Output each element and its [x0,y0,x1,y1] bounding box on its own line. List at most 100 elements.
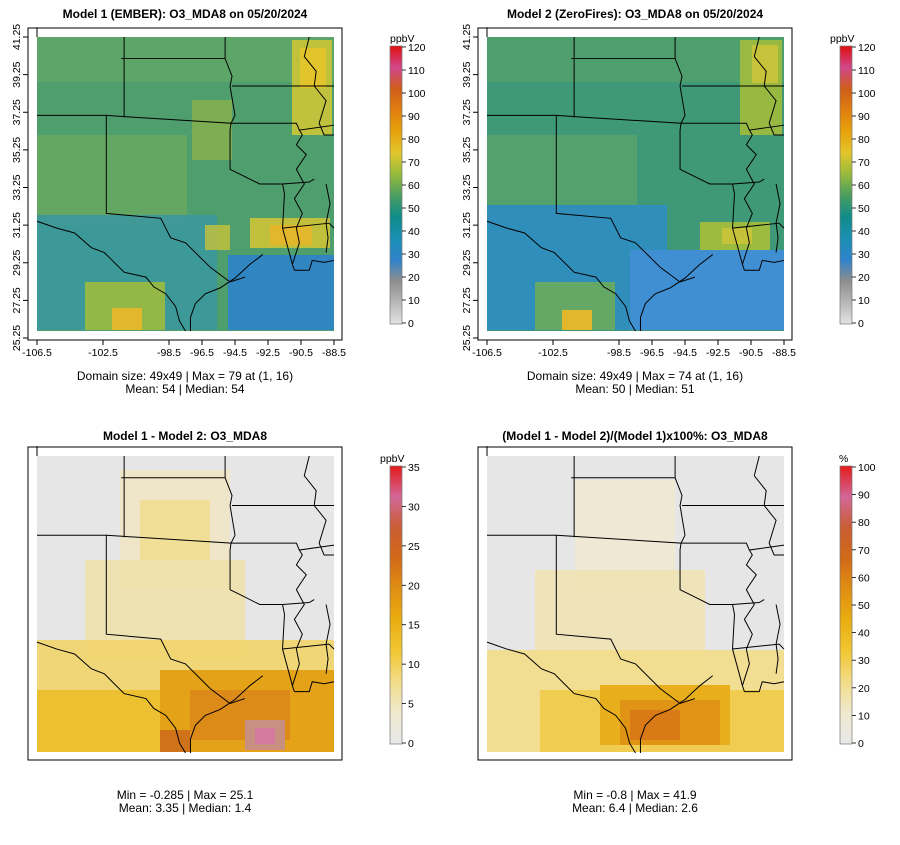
colorbar-tick-label: 0 [858,318,864,330]
x-tick-label: -96.5 [190,347,214,359]
x-tick-label: -94.5 [223,347,247,359]
colorbar-tick-label: 90 [408,111,420,123]
colorbar-tick-label: 40 [858,226,870,238]
x-tick-label: -102.5 [538,347,568,359]
map-area [486,445,785,754]
x-tick-label: -98.5 [157,347,181,359]
x-tick-label: -92.5 [256,347,280,359]
x-tick-label: -106.5 [472,347,502,359]
colorbar-tick-label: 20 [858,683,870,695]
x-axis: -106.5 -102.5 -98.5 -96.5 -94.5 -92.5 -90.5 -88… [472,339,796,359]
panel-difference: Model 1 - Model 2: O3_MDA8 ppbV 35 30 25 20… [27,429,420,815]
colorbar-tick-label: 20 [408,272,420,284]
colorbar-tick-label: 25 [408,541,420,553]
stats-line-1: Domain size: 49x49 | Max = 79 at (1, 16) [77,369,293,383]
stats-line-2: Mean: 6.4 | Median: 2.6 [572,801,698,815]
colorbar-tick-label: 0 [408,318,414,330]
colorbar-tick-label: 60 [858,180,870,192]
y-tick-label: 33.25 [461,174,473,200]
plot-frame [477,446,793,761]
y-tick-label: 35.25 [461,137,473,163]
colorbar-tick-label: 110 [408,65,425,77]
x-tick-label: -102.5 [88,347,118,359]
colorbar-tick-label: 80 [858,517,870,529]
panel-percent-difference: (Model 1 - Model 2)/(Model 1)x100%: O3_M… [477,429,876,815]
y-tick-label: 31.25 [11,212,23,238]
colorbar-tick-label: 20 [858,272,870,284]
y-tick-label: 37.25 [461,99,473,125]
colorbar-tick-label: 10 [858,295,870,307]
colorbar-unit: ppbV [390,33,415,45]
y-tick-label: 39.25 [461,61,473,87]
colorbar-tick-label: 15 [408,620,420,632]
colorbar-tick-label: 50 [858,600,870,612]
x-tick-label: -94.5 [673,347,697,359]
stats-line-1: Min = -0.8 | Max = 41.9 [573,788,697,802]
colorbar-tick-label: 10 [408,659,420,671]
colorbar-tick-label: 50 [408,203,420,215]
panel-model1-conc: Model 1 (EMBER): O3_MDA8 on 05/20/2024 -… [11,7,426,396]
x-tick-label: -88.5 [772,347,796,359]
map-area [486,26,785,332]
map-area [36,445,335,754]
x-tick-label: -96.5 [640,347,664,359]
colorbar-tick-label: 30 [858,249,870,261]
y-tick-label: 29.25 [11,249,23,275]
stats-line-1: Min = -0.285 | Max = 25.1 [117,788,254,802]
colorbar-tick-label: 5 [408,699,414,711]
colorbar-tick-label: 70 [408,157,420,169]
colorbar-tick-label: 10 [858,710,870,722]
y-tick-label: 27.25 [11,287,23,313]
colorbar-tick-label: 60 [408,180,420,192]
colorbar-tick-label: 70 [858,545,870,557]
y-tick-label: 31.25 [461,212,473,238]
y-tick-label: 41.25 [461,24,473,50]
y-tick-label: 25.25 [461,325,473,351]
colorbar-tick-label: 40 [408,226,420,238]
colorbar-unit: % [839,453,848,465]
colorbar-tick-label: 30 [408,249,420,261]
x-tick-label: -92.5 [706,347,730,359]
colorbar-tick-label: 50 [858,203,870,215]
x-tick-label: -90.5 [739,347,763,359]
colorbar-tick-label: 90 [858,490,870,502]
stats-line-2: Mean: 50 | Median: 51 [575,382,695,396]
y-tick-label: 25.25 [11,325,23,351]
x-tick-label: -106.5 [22,347,52,359]
stats-line-2: Mean: 3.35 | Median: 1.4 [119,801,252,815]
colorbar-tick-label: 70 [858,157,870,169]
y-tick-label: 29.25 [461,249,473,275]
colorbar-tick-label: 100 [858,88,876,100]
colorbar-tick-label: 60 [858,572,870,584]
colorbar-tick-label: 30 [408,501,420,513]
y-tick-label: 35.25 [11,137,23,163]
panel-title: Model 1 (EMBER): O3_MDA8 on 05/20/2024 [63,7,308,21]
x-tick-label: -88.5 [322,347,346,359]
colorbar-tick-label: 110 [858,65,875,77]
colorbar-tick-label: 40 [858,628,870,640]
colorbar-tick-label: 100 [408,88,426,100]
colorbar: ppbV 35 30 25 20 15 10 5 0 [380,453,420,750]
y-tick-label: 33.25 [11,174,23,200]
panel-model2-conc: Model 2 (ZeroFires): O3_MDA8 on 05/20/20… [461,7,876,396]
panel-title: (Model 1 - Model 2)/(Model 1)x100%: O3_M… [502,429,768,443]
y-tick-label: 37.25 [11,99,23,125]
colorbar-tick-label: 0 [858,738,864,750]
stats-line-2: Mean: 54 | Median: 54 [125,382,245,396]
y-tick-label: 41.25 [11,24,23,50]
y-tick-label: 39.25 [11,61,23,87]
colorbar-unit: ppbV [830,33,855,45]
colorbar-tick-label: 30 [858,655,870,667]
colorbar-tick-label: 100 [858,462,876,474]
plot-frame [27,446,343,761]
colorbar-tick-label: 35 [408,462,420,474]
colorbar-tick-label: 20 [408,580,420,592]
y-tick-label: 27.25 [461,287,473,313]
colorbar-unit: ppbV [380,453,405,465]
colorbar-tick-label: 10 [408,295,420,307]
colorbar-tick-label: 0 [408,738,414,750]
y-axis: 41.25 39.25 37.25 35.25 33.25 31.25 29.25 27.25… [461,24,479,351]
